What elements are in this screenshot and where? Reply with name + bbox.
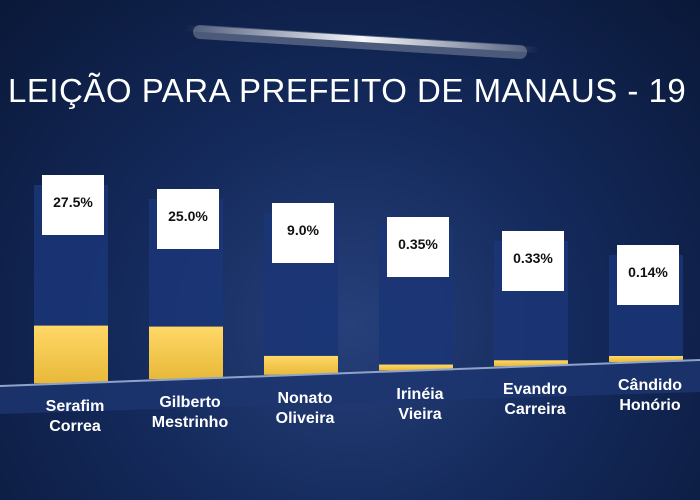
baseline: [0, 359, 700, 387]
value-box-gilberto-mestrinho: [157, 189, 219, 249]
category-label-line: Mestrinho: [151, 414, 229, 432]
category-label-line: Carreira: [504, 401, 566, 419]
category-label-line: Vieira: [398, 405, 442, 423]
category-label-serafim-correa: Serafim Correa: [20, 397, 130, 437]
category-label-line: Honório: [619, 397, 681, 414]
category-label-line: Gilberto: [159, 394, 221, 412]
value-label-irineia-vieira: 0.35%: [398, 236, 438, 252]
value-box-serafim-correa: [42, 175, 104, 235]
category-label-line: Correa: [49, 418, 101, 436]
bar-gilberto-mestrinho: [149, 326, 223, 380]
value-label-evandro-carreira: 0.33%: [513, 250, 553, 266]
value-box-irineia-vieira: [387, 217, 449, 277]
chart-title: LEIÇÃO PARA PREFEITO DE MANAUS - 19: [8, 72, 687, 109]
bar-candido-honorio: [609, 356, 683, 363]
category-label-nonato-oliveira: Nonato Oliveira: [250, 389, 360, 429]
category-label-candido-honorio: Cândido Honório: [595, 376, 700, 416]
bar-serafim-correa: [34, 325, 108, 384]
bars-layer: [34, 185, 683, 384]
bar-evandro-carreira: [494, 360, 568, 367]
category-label-line: Evandro: [502, 381, 567, 399]
value-box-evandro-carreira: [502, 231, 564, 291]
category-label-line: Oliveira: [275, 409, 335, 427]
value-label-gilberto-mestrinho: 25.0%: [168, 208, 208, 224]
category-label-evandro-carreira: Evandro Carreira: [480, 380, 590, 420]
value-box-nonato-oliveira: [272, 203, 334, 263]
category-label-gilberto-mestrinho: Gilberto Mestrinho: [135, 393, 245, 433]
value-label-candido-honorio: 0.14%: [628, 264, 668, 280]
value-label-nonato-oliveira: 9.0%: [287, 222, 319, 238]
glare-streak-soft: [193, 25, 527, 59]
category-label-irineia-vieira: Irinéia Vieira: [365, 385, 475, 425]
values-layer: 27.5% 25.0% 9.0% 0.35% 0.33% 0.14%: [42, 175, 679, 305]
value-label-serafim-correa: 27.5%: [53, 194, 93, 210]
bar-nonato-oliveira: [264, 355, 338, 375]
category-label-line: Nonato: [277, 389, 333, 407]
category-label-line: Irinéia: [396, 385, 444, 403]
category-label-line: Cândido: [618, 377, 682, 394]
glare-streak: [182, 25, 543, 53]
value-box-candido-honorio: [617, 245, 679, 305]
bar-irineia-vieira: [379, 364, 453, 371]
baseline-platform: [0, 360, 700, 414]
category-label-line: Serafim: [45, 398, 105, 416]
